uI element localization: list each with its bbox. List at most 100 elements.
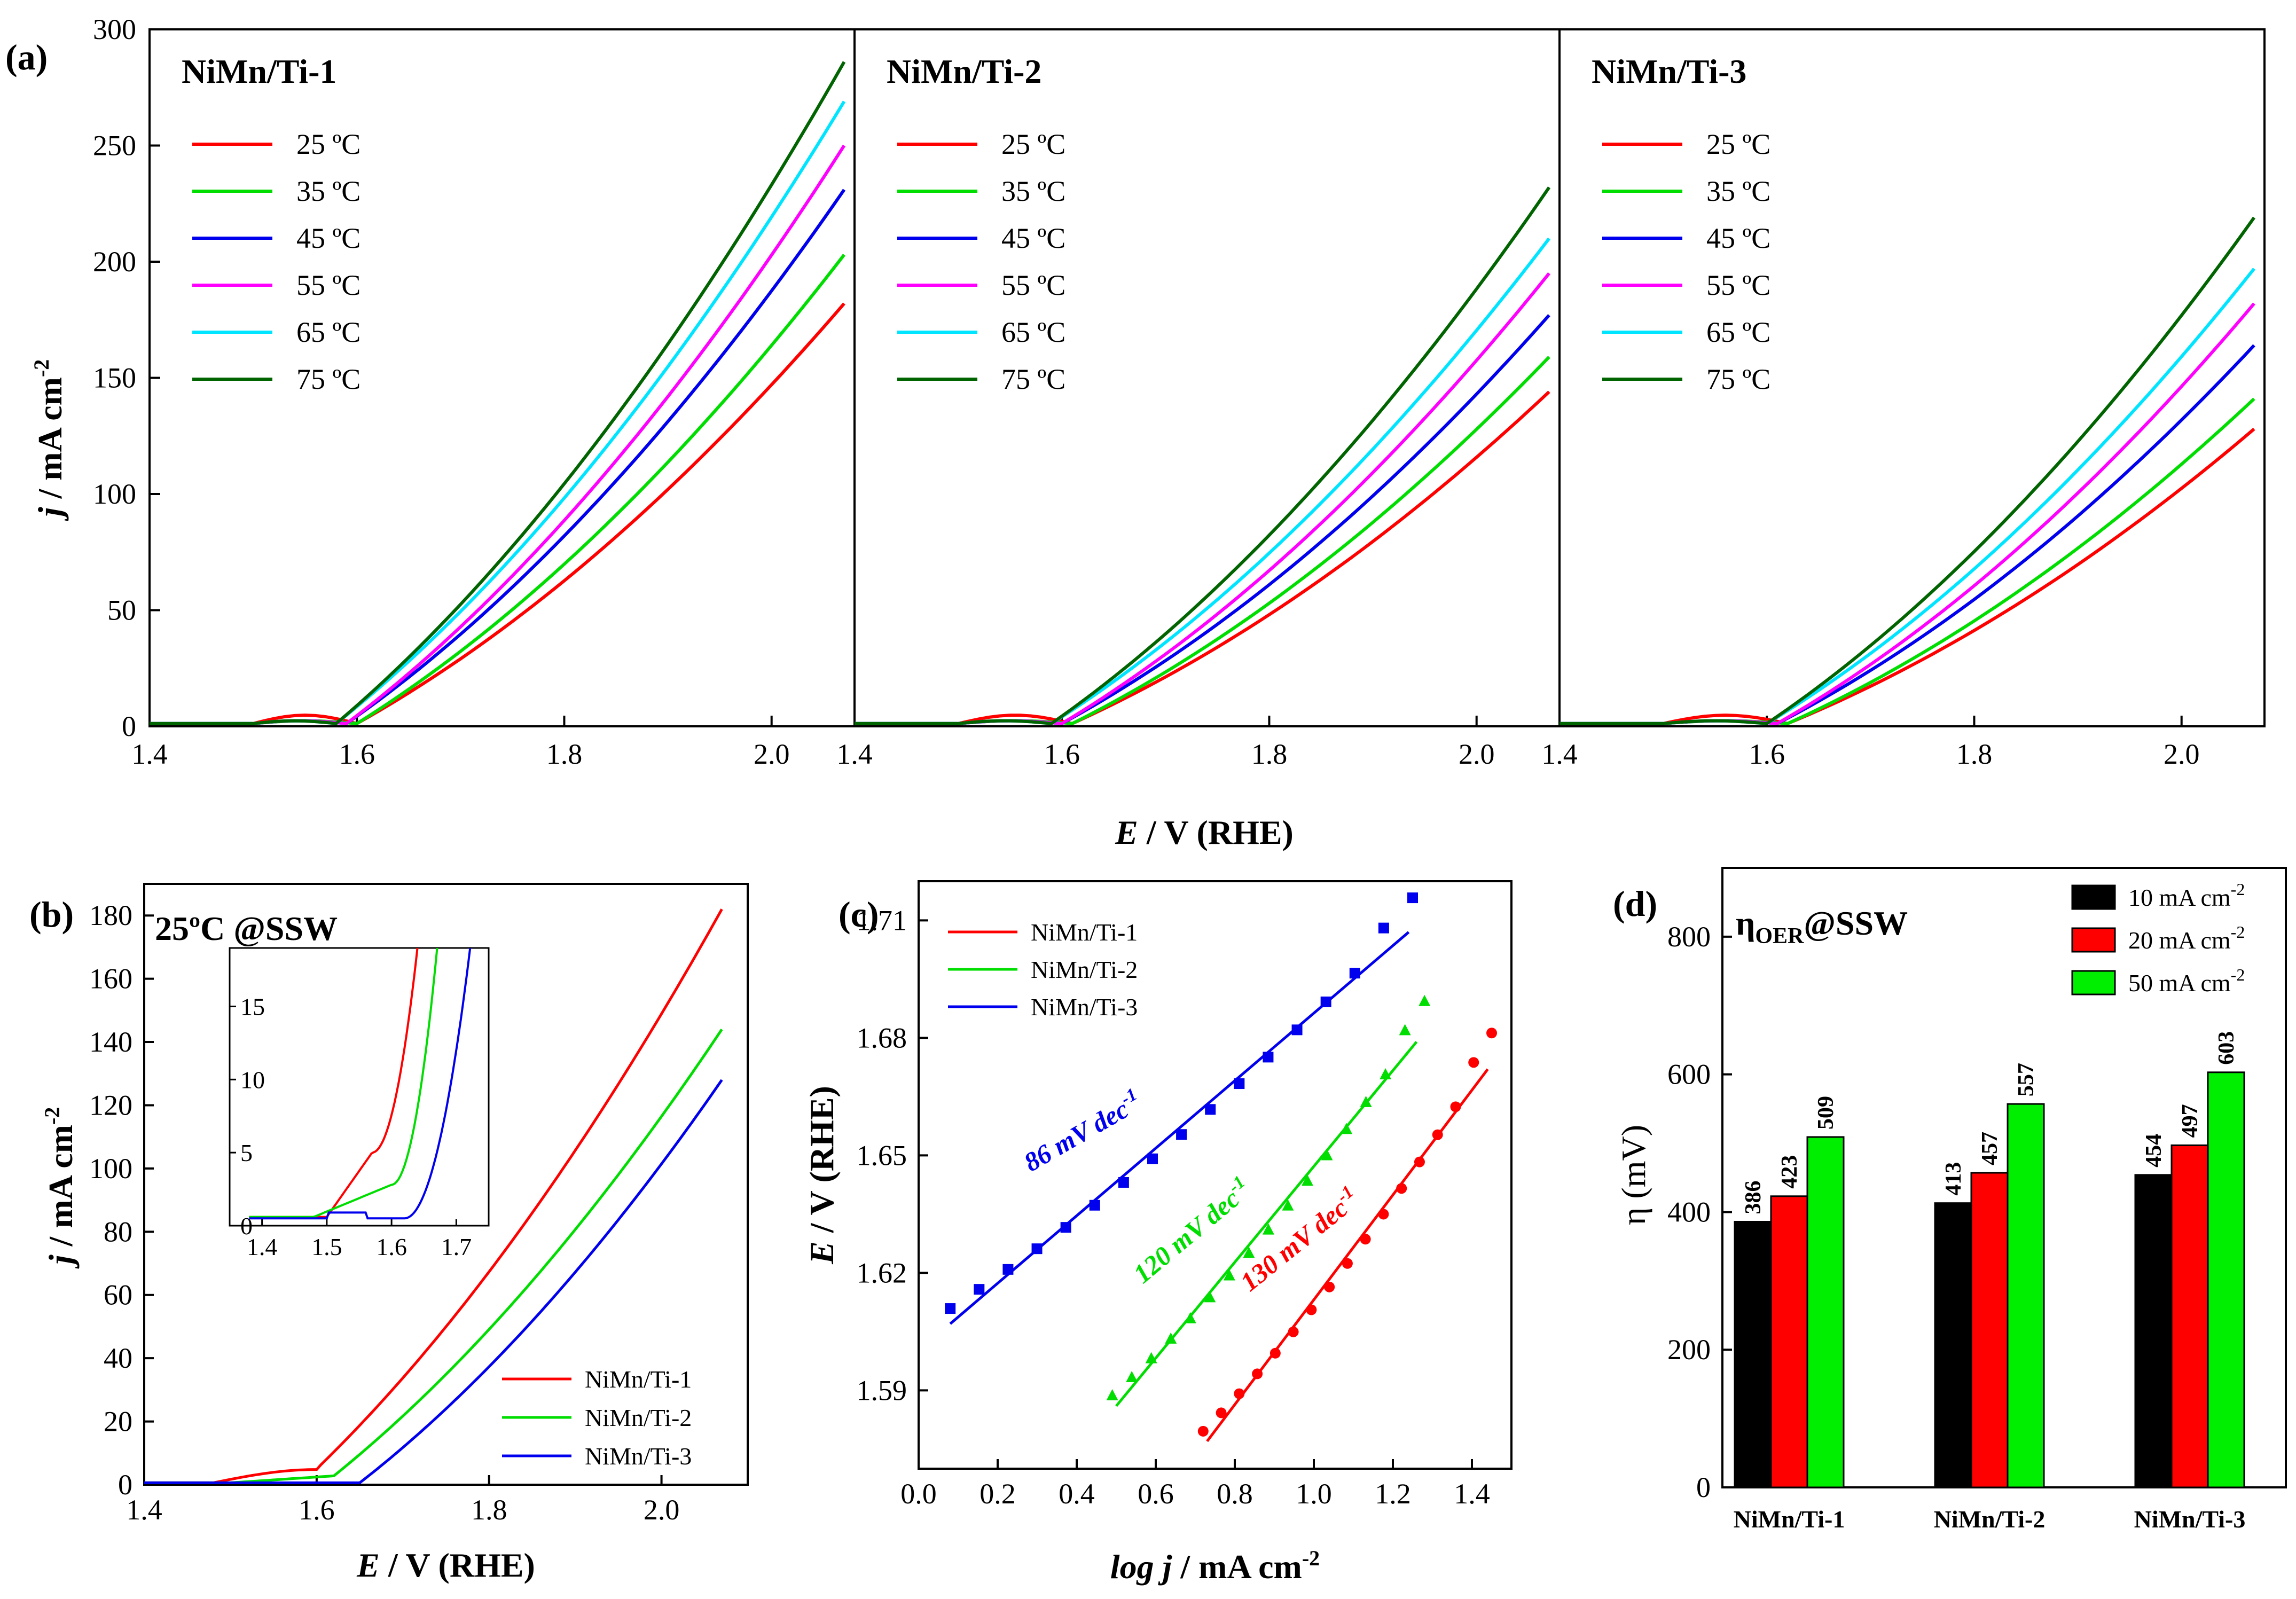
legend-label: 50 mA cm-2 [2128, 965, 2245, 997]
inset-x-tick-label: 1.6 [376, 1233, 407, 1260]
inset-x-tick-label: 1.7 [441, 1233, 472, 1260]
legend-label: 35 ºC [1706, 175, 1770, 207]
panel-c-y-axis-title: E / V (RHE) [803, 1086, 841, 1265]
y-tick-label: 80 [104, 1216, 132, 1248]
panel-a-subplot-3: NiMn/Ti-3 25 ºC 35 ºC 45 ºC 55 ºC 65 ºC 75 ºC [1558, 28, 2266, 727]
legend-label: NiMn/Ti-2 [1031, 956, 1138, 983]
panel-b-letter: (b) [29, 894, 74, 935]
x-tick-label: 1.6 [299, 1494, 335, 1526]
data-point [1118, 1177, 1129, 1188]
bar [1806, 1136, 1845, 1488]
x-tick-label: 1.4 [1541, 738, 1578, 770]
legend-label: 55 ºC [1001, 269, 1065, 301]
x-tick-label: 2.0 [1459, 738, 1495, 770]
inset-frame [229, 947, 490, 1227]
panel-b-plot: 1.4 1.6 1.8 2.0 0 20 40 60 80 100 120 140 160 180 NiMn… [89, 899, 723, 1526]
data-point [1349, 968, 1360, 979]
series-line [855, 186, 1551, 725]
data-point [1243, 1247, 1255, 1258]
legend-label: NiMn/Ti-1 [1031, 919, 1138, 946]
x-tick-label: 1.8 [546, 738, 583, 770]
x-tick-label: 0.8 [1217, 1478, 1253, 1510]
bar [1970, 1172, 2009, 1488]
y-tick-label: 40 [104, 1342, 132, 1374]
legend-label: NiMn/Ti-3 [1031, 993, 1138, 1021]
bar-value-label: 413 [1941, 1162, 1966, 1196]
y-tick-label: 800 [1667, 921, 1711, 953]
data-point [1419, 994, 1431, 1006]
x-tick-label: 2.0 [644, 1494, 680, 1526]
bar-value-label: 557 [2014, 1063, 2039, 1096]
panel-a-x-ticks: 1.4 1.6 1.8 2.0 1.4 1.6 1.8 2.0 1.4 1.6 1.8 2.0 [131, 738, 2199, 770]
legend-label: 10 mA cm-2 [2128, 880, 2245, 911]
bar-value-label: 423 [1777, 1155, 1802, 1189]
series-line [1560, 397, 2255, 725]
bar-value-label: 454 [2142, 1134, 2166, 1167]
x-tick-label: 2.0 [2164, 738, 2200, 770]
legend-label: 35 ºC [1001, 175, 1065, 207]
data-point [1360, 1095, 1372, 1107]
y-tick-label: 200 [1667, 1334, 1711, 1366]
series-line [855, 314, 1550, 725]
panel-b-frame [143, 883, 749, 1486]
data-point [1270, 1347, 1281, 1359]
data-point [1234, 1388, 1245, 1399]
y-tick-label: 1.71 [857, 904, 907, 936]
x-tick-label: 0.6 [1138, 1478, 1174, 1510]
data-point [945, 1303, 956, 1314]
panel-b: (b) 1.4 1.6 1.8 2.0 0 20 40 60 80 100 120 140 160 180… [29, 883, 749, 1584]
x-tick-label: 1.4 [1454, 1478, 1490, 1510]
legend-label: 25 ºC [296, 128, 361, 160]
panel-a-y-ticks: 0 50 100 150 200 250 300 [93, 13, 160, 742]
data-point [1407, 892, 1418, 904]
panel-b-y-axis-title: j / mA cm-2 [40, 1107, 80, 1269]
legend-label: 75 ºC [1001, 363, 1065, 395]
y-tick-label: 60 [104, 1279, 132, 1311]
x-tick-label: 0.0 [900, 1478, 937, 1510]
y-tick-label: 300 [93, 13, 136, 45]
data-point [1380, 1068, 1392, 1079]
panel-c-x-axis-title: log j / mA cm-2 [1110, 1546, 1320, 1586]
subplot-title: NiMn/Ti-2 [887, 52, 1041, 90]
data-point [1184, 1312, 1196, 1323]
bar [1934, 1202, 1972, 1488]
legend-label: 45 ºC [1706, 222, 1770, 254]
y-tick-label: 1.68 [857, 1022, 907, 1054]
data-point [1378, 922, 1389, 934]
series-line [855, 390, 1550, 725]
y-tick-label: 0 [122, 710, 136, 742]
panel-d-title: ηOER@SSW [1736, 904, 1908, 949]
data-point [1324, 1281, 1335, 1292]
series-line [144, 1079, 723, 1484]
series-line [1560, 268, 2255, 725]
y-tick-label: 1.65 [857, 1139, 907, 1171]
data-point [1060, 1222, 1071, 1233]
panel-c-plot: 0.0 0.2 0.4 0.6 0.8 1.0 1.2 1.4 1.59 1.62 1.65 1.68… [857, 892, 1497, 1510]
bar-value-label: 509 [1814, 1096, 1838, 1130]
data-point [1031, 1243, 1043, 1255]
data-point [1205, 1104, 1216, 1115]
series-line [150, 189, 846, 725]
legend-label: 35 ºC [296, 175, 361, 207]
inset-series-line [249, 948, 438, 1218]
data-point [1288, 1326, 1299, 1337]
inset-plot [249, 948, 472, 1220]
inset-y-tick-label: 15 [240, 993, 265, 1020]
x-tick-label: 1.4 [126, 1494, 162, 1526]
inset-y-tick-label: 10 [240, 1066, 265, 1093]
inset-series-line [249, 948, 472, 1220]
data-point [1291, 1024, 1303, 1036]
bar [2134, 1174, 2173, 1488]
subplot-frame [1558, 28, 2266, 727]
bar-value-label: 386 [1741, 1180, 1766, 1214]
x-tick-label: 1.8 [1251, 738, 1288, 770]
category-label: NiMn/Ti-2 [1934, 1506, 2046, 1533]
data-point [1378, 1209, 1389, 1220]
data-point [1262, 1223, 1274, 1235]
x-tick-label: 0.2 [979, 1478, 1016, 1510]
fit-line [949, 931, 1410, 1325]
panel-c: (c) 0.0 0.2 0.4 0.6 0.8 1.0 1.2 1.4 1.59 1.62 1.65… [803, 880, 1513, 1586]
bar [2007, 1103, 2045, 1488]
panel-a-y-axis-title: j / mA cm-2 [29, 359, 69, 522]
